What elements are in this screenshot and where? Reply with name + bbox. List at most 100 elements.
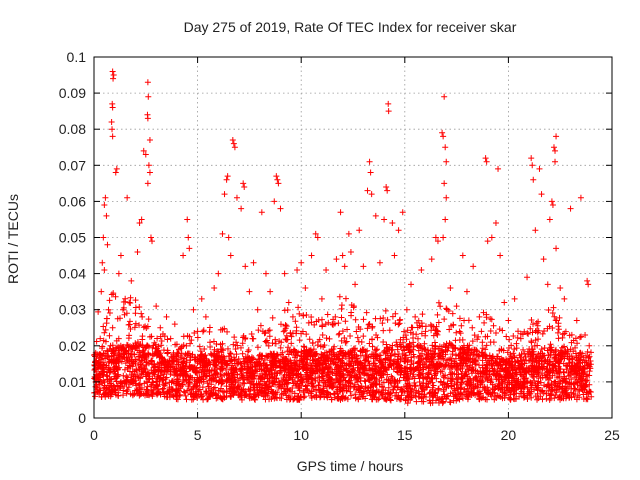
roti-sample-point <box>524 380 531 387</box>
roti-sample-point <box>208 390 215 397</box>
roti-sample-point <box>424 347 431 354</box>
roti-sample-point <box>472 361 479 368</box>
roti-sample-point <box>115 335 122 342</box>
roti-data-point <box>140 147 147 154</box>
roti-sample-point <box>347 388 354 395</box>
roti-data-point <box>109 133 116 140</box>
roti-sample-point <box>171 372 178 379</box>
roti-sample-point <box>447 399 454 406</box>
roti-sample-point <box>493 360 500 367</box>
roti-sample-point <box>387 352 394 359</box>
roti-sample-point <box>580 391 587 398</box>
roti-sample-point <box>330 316 337 323</box>
roti-sample-point <box>230 384 237 391</box>
roti-sample-point <box>308 319 315 326</box>
roti-sample-point <box>489 365 496 372</box>
roti-sample-point <box>186 350 193 357</box>
roti-sample-point <box>187 390 194 397</box>
roti-sample-point <box>382 387 389 394</box>
roti-sample-point <box>508 353 515 360</box>
roti-sample-point <box>411 353 418 360</box>
roti-sample-point <box>279 356 286 363</box>
roti-sample-point <box>437 378 444 385</box>
roti-sample-point <box>401 328 408 335</box>
roti-sample-point <box>200 396 207 403</box>
roti-sample-point <box>404 364 411 371</box>
roti-data-point <box>241 183 248 190</box>
roti-sample-point <box>255 356 262 363</box>
roti-sample-point <box>562 395 569 402</box>
roti-sample-point <box>162 380 169 387</box>
roti-sample-point <box>565 359 572 366</box>
roti-data-point <box>584 277 591 284</box>
roti-sample-point <box>94 351 101 358</box>
roti-data-point <box>98 288 105 295</box>
roti-sample-point <box>476 395 483 402</box>
roti-sample-point <box>114 344 121 351</box>
roti-sample-point <box>306 372 313 379</box>
roti-data-point <box>167 335 174 342</box>
roti-sample-point <box>496 326 503 333</box>
roti-sample-point <box>513 340 520 347</box>
roti-sample-point <box>219 340 226 347</box>
roti-sample-point <box>120 343 127 350</box>
roti-sample-point <box>468 370 475 377</box>
roti-sample-point <box>126 321 133 328</box>
roti-sample-point <box>410 343 417 350</box>
roti-sample-point <box>145 350 152 357</box>
roti-sample-point <box>286 393 293 400</box>
roti-sample-point <box>200 368 207 375</box>
roti-data-point <box>202 313 209 320</box>
roti-sample-point <box>499 327 506 334</box>
roti-data-point <box>145 93 152 100</box>
roti-sample-point <box>142 373 149 380</box>
roti-data-point <box>242 263 249 270</box>
roti-sample-point <box>342 318 349 325</box>
roti-sample-point <box>439 347 446 354</box>
roti-sample-point <box>103 384 110 391</box>
roti-sample-point <box>234 342 241 349</box>
roti-data-point <box>109 324 116 331</box>
roti-sample-point <box>303 365 310 372</box>
roti-data-point <box>561 295 568 302</box>
roti-data-point <box>367 169 374 176</box>
roti-sample-point <box>230 366 237 373</box>
roti-sample-point <box>322 379 329 386</box>
roti-data-point <box>442 144 449 151</box>
roti-data-point <box>441 93 448 100</box>
roti-sample-point <box>568 385 575 392</box>
roti-sample-point <box>441 374 448 381</box>
roti-data-point <box>277 205 284 212</box>
roti-sample-point <box>345 378 352 385</box>
roti-sample-point <box>576 378 583 385</box>
roti-sample-point <box>379 320 386 327</box>
roti-sample-point <box>117 342 124 349</box>
roti-sample-point <box>112 386 119 393</box>
roti-sample-point <box>291 395 298 402</box>
roti-data-point <box>442 216 449 223</box>
roti-sample-point <box>324 311 331 318</box>
roti-sample-point <box>99 366 106 373</box>
roti-sample-point <box>348 392 355 399</box>
roti-sample-point <box>501 384 508 391</box>
roti-sample-point <box>296 384 303 391</box>
roti-sample-point <box>535 378 542 385</box>
roti-sample-point <box>454 395 461 402</box>
roti-sample-point <box>114 315 121 322</box>
roti-sample-point <box>372 315 379 322</box>
roti-sample-point <box>459 365 466 372</box>
roti-sample-point <box>588 349 595 356</box>
roti-sample-point <box>481 352 488 359</box>
roti-sample-point <box>363 309 370 316</box>
roti-data-point <box>271 198 278 205</box>
roti-data-point <box>117 252 124 259</box>
roti-sample-point <box>546 358 553 365</box>
roti-sample-point <box>182 376 189 383</box>
roti-sample-point <box>323 372 330 379</box>
roti-sample-point <box>376 395 383 402</box>
roti-data-point <box>219 230 226 237</box>
roti-sample-point <box>203 389 210 396</box>
roti-data-point <box>126 299 133 306</box>
roti-sample-point <box>370 383 377 390</box>
roti-sample-point <box>304 356 311 363</box>
